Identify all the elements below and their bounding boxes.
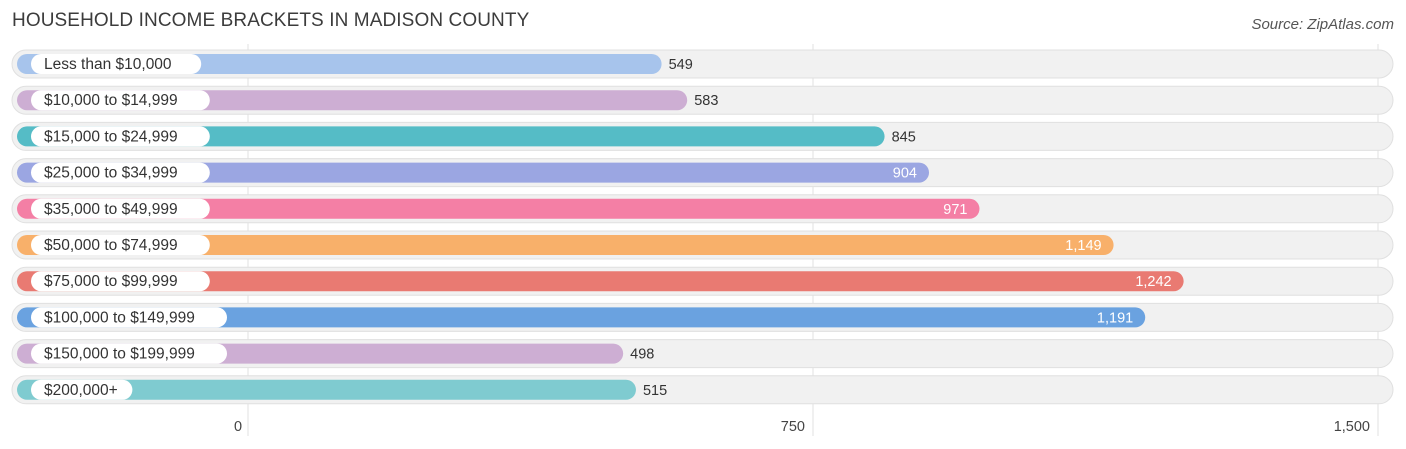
category-label: $35,000 to $49,999 xyxy=(44,201,178,218)
value-label: 549 xyxy=(669,57,693,73)
category-label-bg xyxy=(31,126,210,147)
value-label: 845 xyxy=(892,129,916,145)
category-label: $50,000 to $74,999 xyxy=(44,237,178,254)
category-label-bg xyxy=(31,307,227,328)
bar xyxy=(17,271,1184,292)
category-label: $15,000 to $24,999 xyxy=(44,128,178,145)
chart-title: HOUSEHOLD INCOME BRACKETS IN MADISON COU… xyxy=(12,10,530,31)
bar xyxy=(17,198,980,219)
category-label: $75,000 to $99,999 xyxy=(44,273,178,290)
category-label-bg xyxy=(31,379,133,400)
category-label: Less than $10,000 xyxy=(44,56,172,73)
bar xyxy=(17,379,636,400)
category-label: $100,000 to $149,999 xyxy=(44,309,195,326)
value-label: 904 xyxy=(893,166,917,182)
value-label: 515 xyxy=(643,383,667,399)
x-tick-label: 0 xyxy=(234,419,242,435)
value-label: 1,242 xyxy=(1135,274,1171,290)
category-label-bg xyxy=(31,343,227,364)
chart-source: Source: ZipAtlas.com xyxy=(1251,16,1394,33)
value-label: 583 xyxy=(694,93,718,109)
value-label: 1,149 xyxy=(1065,238,1101,254)
bar xyxy=(17,307,1146,328)
value-label: 498 xyxy=(630,347,654,363)
category-label-bg xyxy=(31,90,210,111)
category-label-bg xyxy=(31,271,210,292)
category-label-bg xyxy=(31,235,210,255)
category-label: $200,000+ xyxy=(44,382,118,399)
category-label: $25,000 to $34,999 xyxy=(44,165,178,182)
value-label: 1,191 xyxy=(1097,310,1133,326)
category-label-bg xyxy=(31,54,202,74)
bar xyxy=(17,235,1114,255)
bar xyxy=(17,126,885,147)
category-label: $10,000 to $14,999 xyxy=(44,92,178,109)
category-label: $150,000 to $199,999 xyxy=(44,346,195,363)
x-tick-label: 1,500 xyxy=(1334,419,1370,435)
category-label-bg xyxy=(31,162,210,183)
value-label: 971 xyxy=(943,202,967,218)
x-tick-label: 750 xyxy=(781,419,805,435)
category-label-bg xyxy=(31,198,210,219)
bar xyxy=(17,162,930,183)
